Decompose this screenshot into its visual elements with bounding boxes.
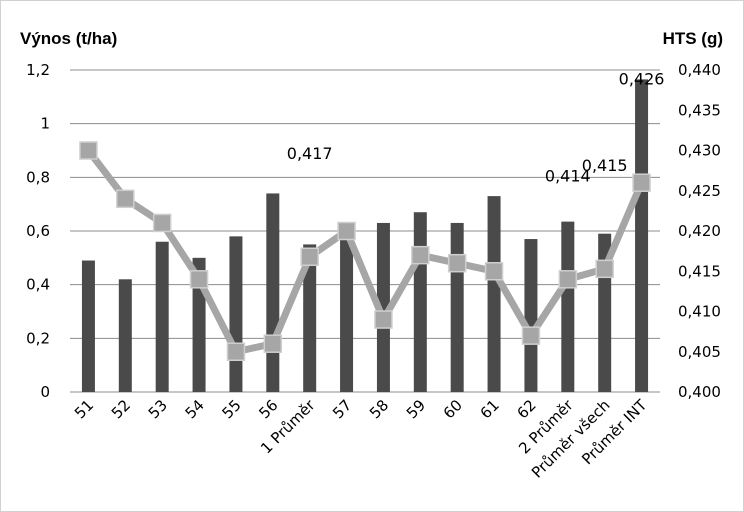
bar	[229, 236, 243, 392]
bar	[155, 241, 169, 392]
x-tick-label: 53	[145, 396, 171, 422]
bar	[635, 79, 649, 393]
bar	[81, 260, 95, 392]
right-tick-label: 0,440	[678, 61, 721, 79]
line-marker	[337, 221, 356, 241]
x-tick-label: 59	[403, 396, 429, 422]
left-tick-label: 0,8	[26, 168, 50, 186]
line-marker	[411, 245, 430, 265]
bar	[303, 244, 317, 392]
data-label: 0,414	[545, 166, 591, 185]
right-tick-label: 0,425	[678, 182, 721, 200]
line-marker	[152, 213, 172, 233]
bar	[524, 239, 538, 392]
line-marker	[226, 342, 246, 361]
right-tick-label: 0,400	[678, 383, 721, 401]
line-marker	[300, 247, 319, 267]
left-tick-label: 1	[40, 115, 50, 133]
x-tick-label: 61	[477, 396, 503, 422]
line-marker	[447, 253, 467, 273]
bar	[487, 196, 501, 392]
left-tick-label: 1,2	[26, 61, 50, 79]
left-tick-label: 0,6	[26, 222, 50, 240]
line-marker	[632, 173, 651, 192]
line-marker	[189, 270, 209, 289]
x-tick-label: 54	[182, 396, 208, 422]
bar	[450, 222, 464, 392]
data-label: 0,417	[287, 144, 333, 163]
right-tick-label: 0,430	[678, 142, 721, 160]
right-tick-label: 0,405	[678, 343, 721, 361]
data-label: 0,415	[582, 156, 628, 175]
bar	[376, 222, 390, 392]
x-tick-label: 56	[255, 396, 281, 422]
right-tick-label: 0,435	[678, 101, 721, 119]
line-marker	[558, 270, 578, 289]
line-marker	[263, 334, 283, 353]
x-tick-label: 58	[366, 396, 392, 422]
bar	[118, 279, 132, 392]
x-tick-label: 62	[514, 396, 540, 422]
left-tick-label: 0,4	[26, 276, 50, 294]
right-tick-label: 0,420	[678, 222, 721, 240]
left-tick-label: 0,2	[26, 329, 50, 347]
x-axis-ticks: 51 52 53 54 55 561 Průměr 57 58 59 60 61 622 Průměr…	[71, 396, 651, 482]
left-axis-title: Výnos (t/ha)	[20, 29, 117, 48]
x-tick-label: 51	[71, 396, 97, 422]
bar	[413, 212, 427, 392]
data-label: 0,426	[619, 70, 665, 89]
x-tick-label: 55	[219, 396, 245, 422]
line-series	[79, 141, 651, 361]
line-marker	[116, 189, 135, 209]
x-tick-label: 60	[440, 396, 466, 422]
line-marker	[484, 262, 504, 281]
right-axis-ticks: 0,400 0,405 0,410 0,415 0,420 0,425 0,430 0,435…	[678, 61, 721, 401]
right-tick-label: 0,415	[678, 262, 721, 280]
left-tick-label: 0	[40, 383, 50, 401]
bar	[561, 221, 575, 392]
line-marker	[595, 259, 614, 279]
line-marker	[521, 326, 541, 345]
line-marker	[79, 141, 98, 160]
x-tick-label: 57	[329, 396, 355, 422]
bar	[340, 239, 354, 392]
hts-line	[85, 148, 645, 356]
right-axis-title: HTS (g)	[663, 29, 723, 48]
x-tick-label: 52	[108, 396, 134, 422]
bar	[266, 193, 280, 392]
right-tick-label: 0,410	[678, 303, 721, 321]
left-axis-ticks: 0 0,2 0,4 0,6 0,8 1 1,2	[26, 61, 50, 401]
line-marker	[374, 310, 393, 329]
